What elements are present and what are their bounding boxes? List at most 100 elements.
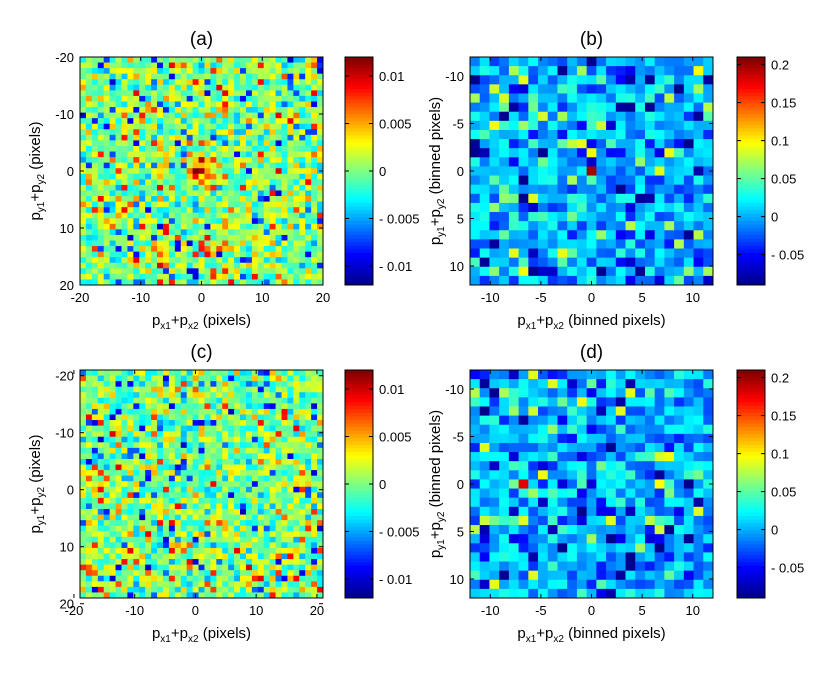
heatmap-cell bbox=[234, 420, 241, 427]
heatmap-cell bbox=[508, 166, 519, 176]
heatmap-cell bbox=[528, 57, 539, 67]
heatmap-cell bbox=[606, 148, 617, 158]
heatmap-cell bbox=[204, 575, 211, 582]
heatmap-cell bbox=[228, 575, 235, 582]
heatmap-cell bbox=[596, 534, 607, 544]
heatmap-cell bbox=[103, 173, 111, 180]
heatmap-cell bbox=[615, 506, 626, 517]
heatmap-cell bbox=[269, 447, 276, 454]
heatmap-cell bbox=[269, 492, 276, 499]
heatmap-cell bbox=[251, 112, 259, 119]
heatmap-cell bbox=[606, 579, 617, 590]
heatmap-cell bbox=[251, 268, 259, 275]
heatmap-cell bbox=[538, 488, 549, 499]
heatmap-cell bbox=[518, 202, 529, 213]
heatmap-cell bbox=[263, 218, 271, 225]
heatmap-cell bbox=[85, 497, 93, 504]
heatmap-cell bbox=[257, 420, 265, 427]
heatmap-cell bbox=[180, 375, 188, 382]
heatmap-cell bbox=[157, 173, 164, 180]
heatmap-cell bbox=[693, 212, 704, 222]
heatmap-cell bbox=[693, 275, 704, 286]
heatmap-cell bbox=[528, 497, 539, 508]
heatmap-cell bbox=[121, 229, 128, 236]
colorbar-band bbox=[345, 391, 373, 396]
colorbar-band bbox=[345, 121, 373, 126]
heatmap-cell bbox=[683, 257, 694, 268]
heatmap-cell bbox=[151, 397, 158, 404]
heatmap-cell bbox=[91, 145, 99, 152]
heatmap-cell bbox=[109, 223, 116, 230]
heatmap-cell bbox=[168, 251, 176, 258]
heatmap-cell bbox=[222, 575, 229, 582]
heatmap-cell bbox=[198, 425, 205, 432]
heatmap-cell bbox=[91, 386, 99, 393]
heatmap-cell bbox=[257, 107, 265, 114]
heatmap-cell bbox=[168, 475, 176, 482]
heatmap-cell bbox=[596, 57, 607, 67]
heatmap-cell bbox=[538, 166, 549, 176]
heatmap-cell bbox=[174, 397, 182, 404]
heatmap-cell bbox=[204, 414, 211, 421]
heatmap-cell bbox=[635, 570, 646, 581]
heatmap-cell bbox=[228, 420, 235, 427]
heatmap-cell bbox=[251, 79, 259, 86]
heatmap-cell bbox=[311, 370, 318, 376]
heatmap-cell bbox=[287, 431, 294, 438]
heatmap-cell bbox=[257, 273, 265, 280]
heatmap-cell bbox=[299, 190, 306, 197]
heatmap-cell bbox=[654, 515, 665, 526]
heatmap-cell bbox=[281, 196, 288, 202]
heatmap-cell bbox=[157, 453, 164, 460]
heatmap-cell bbox=[240, 425, 247, 432]
heatmap-cell bbox=[186, 447, 194, 454]
heatmap-cell bbox=[317, 514, 324, 521]
heatmap-cell bbox=[234, 397, 241, 404]
heatmap-cell bbox=[293, 381, 300, 388]
heatmap-cell bbox=[557, 506, 568, 517]
heatmap-cell bbox=[470, 129, 481, 140]
heatmap-cell bbox=[275, 492, 282, 499]
heatmap-cell bbox=[299, 140, 306, 147]
colorbar-band bbox=[345, 576, 373, 581]
heatmap-cell bbox=[557, 275, 568, 286]
heatmap-cell bbox=[567, 93, 578, 103]
heatmap-cell bbox=[683, 111, 694, 122]
heatmap-cell bbox=[311, 592, 318, 599]
heatmap-cell bbox=[251, 234, 259, 241]
heatmap-cell bbox=[664, 488, 675, 499]
heatmap-cell bbox=[115, 162, 122, 169]
heatmap-cell bbox=[180, 212, 188, 219]
heatmap-cell bbox=[210, 140, 217, 147]
heatmap-cell bbox=[299, 370, 306, 376]
heatmap-cell bbox=[470, 370, 481, 380]
heatmap-cell bbox=[174, 381, 182, 388]
heatmap-cell bbox=[133, 84, 140, 91]
heatmap-cell bbox=[654, 139, 665, 149]
heatmap-cell bbox=[133, 246, 140, 253]
heatmap-cell bbox=[538, 534, 549, 544]
heatmap-cell bbox=[269, 157, 276, 164]
heatmap-cell bbox=[97, 520, 105, 527]
heatmap-cell bbox=[240, 575, 247, 582]
heatmap-cell bbox=[204, 503, 211, 510]
heatmap-cell bbox=[275, 470, 282, 477]
heatmap-cell bbox=[240, 375, 247, 382]
heatmap-cell bbox=[192, 470, 199, 477]
heatmap-cell bbox=[287, 531, 294, 538]
x-tick-label: 0 bbox=[198, 290, 205, 305]
heatmap-cell bbox=[121, 370, 128, 376]
heatmap-cell bbox=[228, 62, 235, 69]
heatmap-cell bbox=[470, 552, 481, 562]
heatmap-cell bbox=[127, 251, 134, 258]
heatmap-cell bbox=[228, 509, 235, 515]
heatmap-cell bbox=[168, 403, 176, 410]
heatmap-cell bbox=[80, 162, 87, 169]
heatmap-cell bbox=[317, 157, 324, 164]
heatmap-cell bbox=[586, 470, 597, 480]
heatmap-cell bbox=[127, 196, 134, 202]
heatmap-cell bbox=[210, 73, 217, 80]
heatmap-cell bbox=[228, 168, 235, 175]
heatmap-cell bbox=[180, 564, 188, 571]
heatmap-cell bbox=[311, 229, 318, 236]
